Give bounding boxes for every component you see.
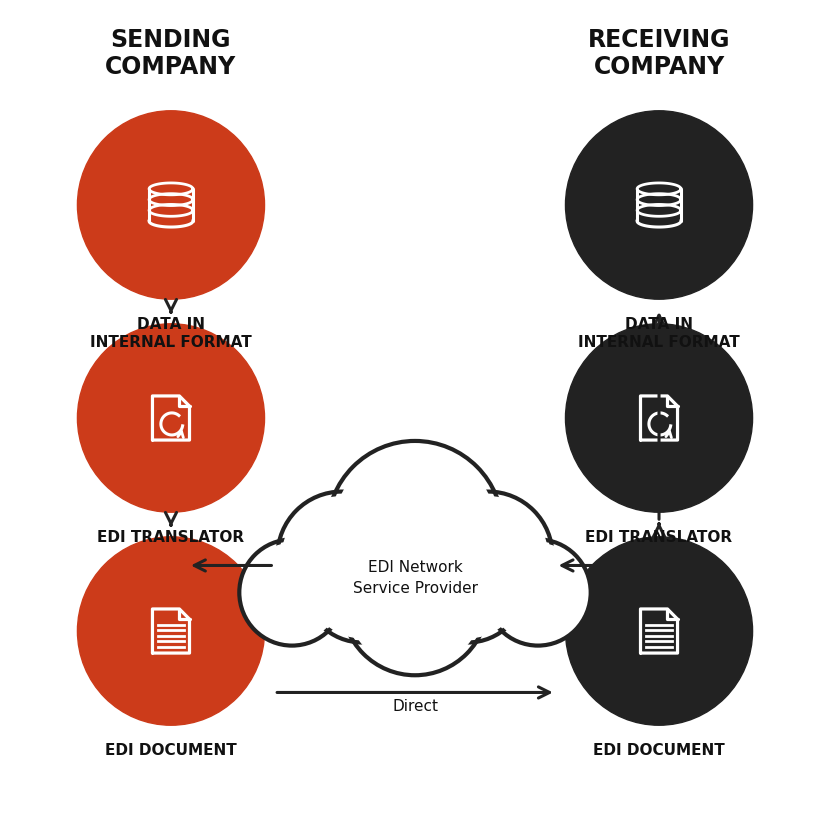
Text: EDI TRANSLATOR: EDI TRANSLATOR (97, 530, 245, 545)
Circle shape (282, 497, 401, 616)
Circle shape (277, 492, 406, 621)
Circle shape (239, 539, 344, 645)
Circle shape (77, 111, 265, 299)
Text: EDI Network
Service Provider: EDI Network Service Provider (353, 560, 477, 596)
Text: Direct: Direct (392, 699, 438, 714)
Circle shape (77, 537, 265, 726)
Text: EDI TRANSLATOR: EDI TRANSLATOR (585, 530, 733, 545)
Circle shape (424, 492, 553, 621)
Circle shape (348, 533, 482, 670)
Bar (637, 189, 681, 221)
Circle shape (565, 324, 753, 512)
Circle shape (486, 539, 591, 645)
Circle shape (77, 324, 265, 512)
Circle shape (327, 441, 503, 618)
Circle shape (409, 524, 526, 643)
Circle shape (243, 543, 340, 641)
Circle shape (490, 543, 587, 641)
Circle shape (309, 529, 416, 638)
Circle shape (334, 448, 496, 611)
Circle shape (414, 529, 521, 638)
Text: DATA IN
INTERNAL FORMAT: DATA IN INTERNAL FORMAT (90, 317, 251, 350)
Text: DATA IN
INTERNAL FORMAT: DATA IN INTERNAL FORMAT (579, 317, 740, 350)
Circle shape (565, 111, 753, 299)
Text: SENDING
COMPANY: SENDING COMPANY (105, 28, 237, 79)
Text: RECEIVING
COMPANY: RECEIVING COMPANY (588, 28, 730, 79)
Circle shape (304, 524, 421, 643)
Circle shape (342, 528, 488, 675)
Bar (149, 189, 193, 221)
Circle shape (429, 497, 548, 616)
Text: EDI DOCUMENT: EDI DOCUMENT (105, 743, 237, 758)
Circle shape (565, 537, 753, 726)
Text: EDI DOCUMENT: EDI DOCUMENT (593, 743, 725, 758)
